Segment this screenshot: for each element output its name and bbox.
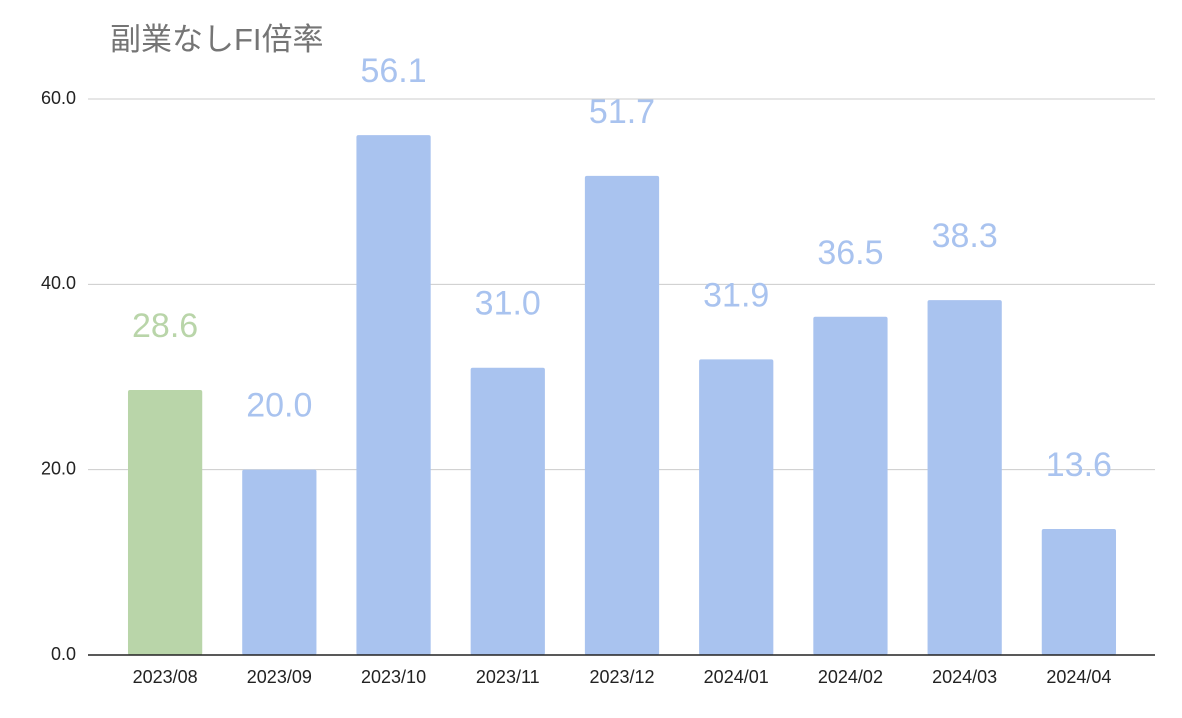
x-tick-label: 2024/04 (1046, 667, 1111, 687)
bar (1041, 528, 1117, 655)
bar (242, 469, 317, 655)
value-label: 20.0 (246, 387, 312, 425)
chart-title: 副業なしFI倍率 (110, 22, 324, 57)
x-tick-label: 2023/11 (476, 667, 540, 687)
bar (927, 300, 1002, 655)
bar (584, 175, 660, 655)
value-label: 28.6 (132, 307, 198, 345)
value-label: 36.5 (817, 234, 883, 272)
x-tick-label: 2023/09 (247, 667, 312, 687)
y-tick-label: 60.0 (41, 88, 76, 108)
x-tick-label: 2024/03 (932, 667, 997, 687)
bar (356, 135, 431, 655)
value-label: 31.0 (475, 285, 541, 323)
value-label: 51.7 (589, 93, 655, 131)
bar (127, 389, 203, 655)
y-tick-label: 0.0 (51, 644, 76, 664)
x-tick-label: 2023/08 (133, 667, 198, 687)
x-tick-label: 2023/12 (589, 667, 654, 687)
value-label: 38.3 (932, 217, 998, 255)
value-label: 56.1 (360, 52, 426, 90)
x-tick-label: 2024/02 (818, 667, 883, 687)
bar (470, 367, 545, 655)
value-label: 31.9 (703, 276, 769, 314)
x-tick-label: 2024/01 (704, 667, 769, 687)
x-tick-label: 2023/10 (361, 667, 426, 687)
bar (813, 316, 888, 655)
bar (699, 359, 774, 655)
value-label: 13.6 (1046, 446, 1112, 484)
y-tick-label: 40.0 (41, 273, 76, 293)
y-tick-label: 20.0 (41, 458, 76, 478)
